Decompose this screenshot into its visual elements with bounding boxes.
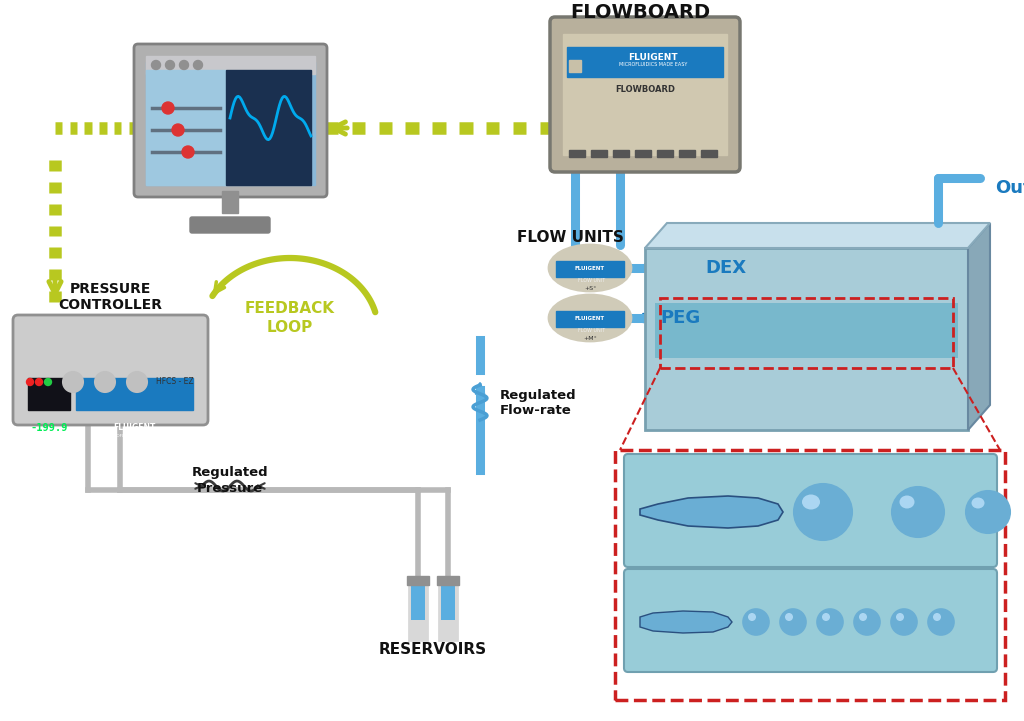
FancyBboxPatch shape (624, 454, 997, 567)
Circle shape (928, 609, 954, 635)
Bar (591, 150, 607, 157)
Bar (556, 261, 624, 277)
Text: Regulated
Flow-rate: Regulated Flow-rate (500, 389, 577, 417)
Ellipse shape (549, 295, 631, 341)
Circle shape (182, 146, 194, 158)
FancyBboxPatch shape (550, 17, 740, 172)
Circle shape (933, 613, 941, 621)
Bar (613, 150, 629, 157)
Text: DEX: DEX (705, 259, 746, 277)
Bar (567, 47, 723, 77)
Bar (569, 150, 585, 157)
Polygon shape (640, 496, 783, 528)
Circle shape (817, 609, 843, 635)
FancyBboxPatch shape (190, 217, 270, 233)
Bar (563, 34, 727, 155)
Circle shape (785, 613, 793, 621)
Bar (146, 70, 226, 185)
FancyBboxPatch shape (13, 315, 208, 425)
Ellipse shape (794, 484, 852, 540)
Text: -199.9: -199.9 (31, 423, 68, 433)
Text: FLOW UNIT: FLOW UNIT (579, 327, 605, 332)
Ellipse shape (972, 497, 984, 508)
Circle shape (95, 372, 115, 392)
Text: FLUIGENT: FLUIGENT (574, 317, 605, 322)
Polygon shape (968, 223, 990, 430)
Bar (222, 191, 238, 213)
Ellipse shape (899, 495, 914, 508)
FancyBboxPatch shape (624, 569, 997, 672)
Bar (28, 378, 70, 410)
Circle shape (896, 613, 904, 621)
Bar (146, 62, 315, 185)
Ellipse shape (892, 487, 944, 537)
Text: +M°: +M° (583, 335, 597, 340)
Bar (407, 576, 429, 585)
Text: Regulated
Pressure: Regulated Pressure (191, 466, 268, 495)
Bar (655, 303, 958, 358)
Circle shape (743, 609, 769, 635)
Bar (441, 584, 455, 620)
Ellipse shape (802, 495, 820, 510)
Bar (146, 56, 315, 74)
Text: Outlet: Outlet (995, 179, 1024, 197)
Bar (657, 150, 673, 157)
Text: FLOWBOARD: FLOWBOARD (615, 86, 675, 94)
Text: FLOWBOARD: FLOWBOARD (570, 2, 710, 22)
Bar (439, 582, 457, 640)
Text: FLUIGENT: FLUIGENT (114, 423, 156, 433)
Bar (679, 150, 695, 157)
Circle shape (172, 124, 184, 136)
Circle shape (854, 609, 880, 635)
Circle shape (859, 613, 867, 621)
Text: PRESSURE
CONTROLLER: PRESSURE CONTROLLER (58, 282, 163, 312)
Text: FLUIGENT: FLUIGENT (574, 267, 605, 272)
Circle shape (152, 61, 161, 69)
Bar (226, 70, 311, 185)
Text: RESERVOIRS: RESERVOIRS (379, 642, 487, 658)
Text: FLOW UNIT: FLOW UNIT (579, 278, 605, 283)
Circle shape (748, 613, 756, 621)
Bar (569, 60, 581, 72)
Text: HFCS - EZ: HFCS - EZ (157, 378, 194, 386)
Bar (76, 378, 193, 410)
Circle shape (166, 61, 174, 69)
Ellipse shape (966, 491, 1010, 533)
Circle shape (36, 379, 43, 386)
Bar (437, 576, 459, 585)
Text: FLUIGENT: FLUIGENT (628, 53, 678, 61)
Bar (635, 150, 651, 157)
Circle shape (63, 372, 83, 392)
Circle shape (822, 613, 830, 621)
Bar (409, 582, 427, 640)
Bar (660, 298, 953, 368)
Polygon shape (645, 223, 990, 248)
Circle shape (162, 102, 174, 114)
Circle shape (127, 372, 147, 392)
Text: MICROFLUIDICS MADE EASY: MICROFLUIDICS MADE EASY (618, 63, 687, 68)
Text: PEG: PEG (660, 309, 700, 327)
Bar (615, 450, 1005, 700)
Polygon shape (645, 248, 968, 430)
Text: MICROFLUIDICS MADE EASY: MICROFLUIDICS MADE EASY (105, 434, 163, 438)
Bar (411, 584, 425, 620)
Polygon shape (640, 611, 732, 633)
Text: FEEDBACK
LOOP: FEEDBACK LOOP (245, 301, 335, 335)
Text: FLOW UNITS: FLOW UNITS (516, 231, 624, 245)
Bar (701, 150, 717, 157)
Circle shape (44, 379, 51, 386)
Bar (556, 311, 624, 327)
Circle shape (891, 609, 918, 635)
FancyBboxPatch shape (134, 44, 327, 197)
Circle shape (194, 61, 203, 69)
Ellipse shape (549, 245, 631, 291)
Circle shape (27, 379, 34, 386)
Circle shape (780, 609, 806, 635)
Text: +S°: +S° (584, 286, 596, 291)
Circle shape (179, 61, 188, 69)
